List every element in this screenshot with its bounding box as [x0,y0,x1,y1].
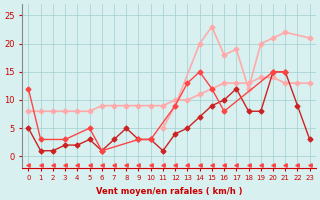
X-axis label: Vent moyen/en rafales ( km/h ): Vent moyen/en rafales ( km/h ) [96,187,242,196]
